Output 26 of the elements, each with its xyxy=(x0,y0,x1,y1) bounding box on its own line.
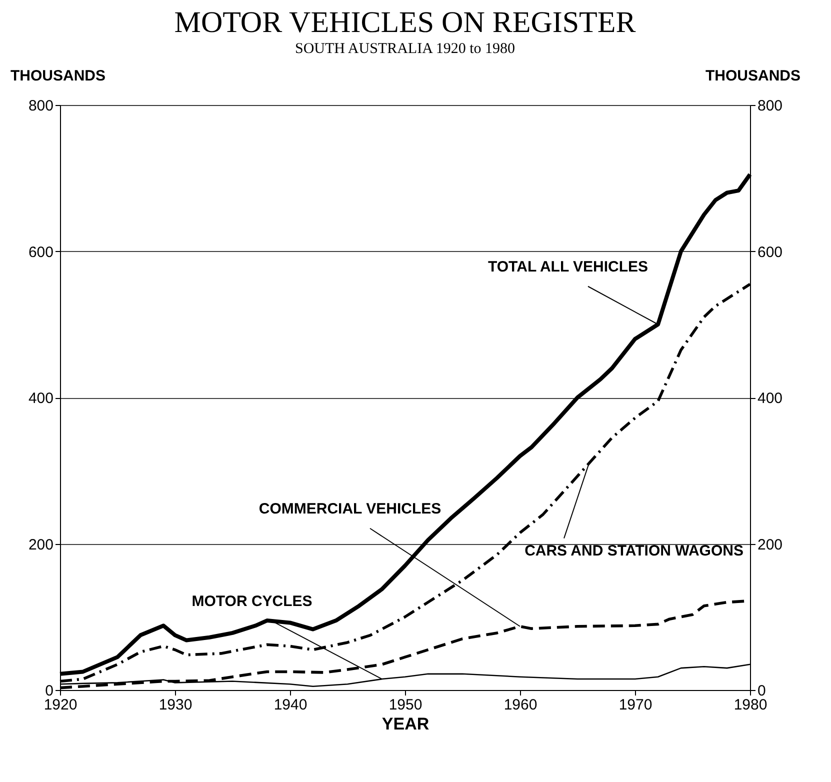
y-tick-label: 200 xyxy=(28,536,54,554)
y-tick-label: 0 xyxy=(45,682,54,700)
y2-tick-label: 200 xyxy=(758,536,783,554)
chart-subtitle: SOUTH AUSTRALIA 1920 to 1980 xyxy=(294,41,516,57)
y2-tick-label: 0 xyxy=(758,682,766,700)
text: COMMERCIAL VEHICLES xyxy=(258,500,442,518)
x-tick-label: 1980 xyxy=(734,696,768,714)
x-axis-title: YEAR xyxy=(382,714,430,734)
x-tick-label: 1940 xyxy=(274,696,308,714)
chart-title: MOTOR VEHICLES ON REGISTER xyxy=(174,6,636,39)
y2-tick-label: 800 xyxy=(758,98,783,114)
y2-tick-label: 600 xyxy=(758,244,783,261)
x-tick-label: 1970 xyxy=(618,696,652,714)
y2-tick-label: 400 xyxy=(758,390,783,407)
x-tick-label: 1950 xyxy=(388,696,422,714)
x-tick-label: 1920 xyxy=(44,696,78,714)
x-tick-label: 1960 xyxy=(504,696,538,714)
y-tick-label: 800 xyxy=(28,98,54,114)
x-tick-label: 1930 xyxy=(158,696,192,714)
text: MOTOR CYCLES xyxy=(192,593,312,610)
y-axis-title: THOUSANDS xyxy=(10,68,106,84)
y-tick-label: 600 xyxy=(28,244,54,261)
y2-axis-title: THOUSANDS xyxy=(705,68,800,84)
series-label: TOTAL ALL VEHICLES xyxy=(488,258,648,276)
series-label: CARS AND STATION WAGONS xyxy=(524,542,744,560)
y-tick-label: 400 xyxy=(28,390,54,407)
